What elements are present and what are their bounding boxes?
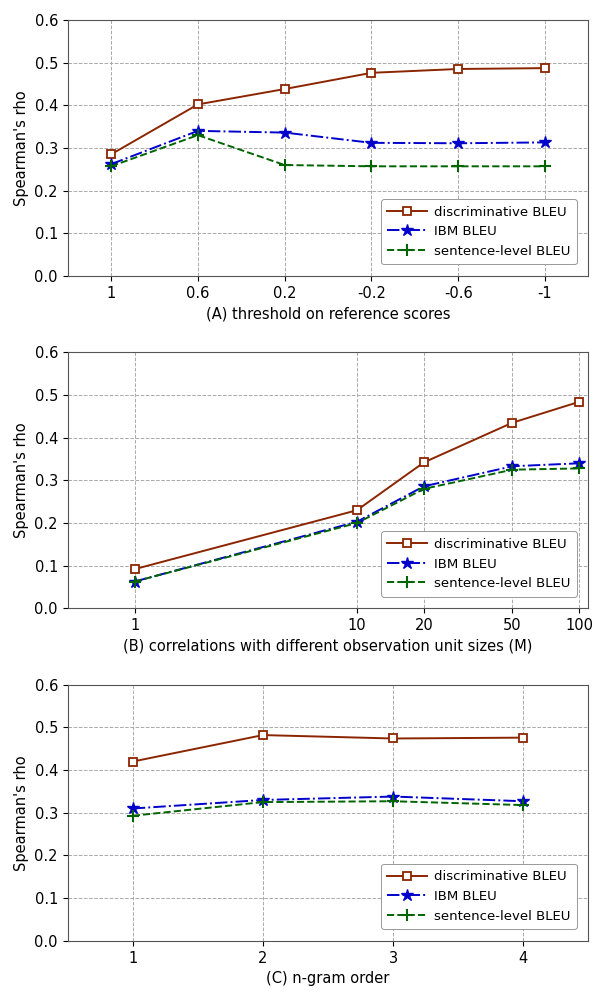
Line: IBM BLEU: IBM BLEU <box>105 125 551 170</box>
sentence-level BLEU <box>353 517 361 529</box>
discriminative BLEU <box>541 62 548 74</box>
discriminative BLEU <box>131 563 138 575</box>
discriminative BLEU <box>259 729 266 741</box>
IBM BLEU <box>108 158 115 170</box>
sentence-level BLEU <box>131 576 138 588</box>
sentence-level BLEU <box>509 464 516 476</box>
sentence-level BLEU <box>129 810 136 822</box>
IBM BLEU <box>259 794 266 806</box>
X-axis label: (A) threshold on reference scores: (A) threshold on reference scores <box>206 306 451 321</box>
IBM BLEU <box>129 802 136 814</box>
sentence-level BLEU <box>368 160 375 172</box>
IBM BLEU <box>390 791 397 803</box>
sentence-level BLEU <box>420 483 427 495</box>
Legend: discriminative BLEU, IBM BLEU, sentence-level BLEU: discriminative BLEU, IBM BLEU, sentence-… <box>381 199 576 264</box>
IBM BLEU <box>131 576 138 588</box>
Y-axis label: Spearman's rho: Spearman's rho <box>14 423 29 538</box>
X-axis label: (B) correlations with different observation unit sizes (M): (B) correlations with different observat… <box>123 639 533 654</box>
IBM BLEU <box>368 137 375 149</box>
Line: sentence-level BLEU: sentence-level BLEU <box>129 463 585 587</box>
sentence-level BLEU <box>390 795 397 807</box>
discriminative BLEU <box>368 67 375 79</box>
sentence-level BLEU <box>541 160 548 172</box>
IBM BLEU <box>353 516 361 528</box>
discriminative BLEU <box>353 504 361 516</box>
IBM BLEU <box>420 480 427 492</box>
IBM BLEU <box>509 460 516 472</box>
sentence-level BLEU <box>108 160 115 172</box>
discriminative BLEU <box>281 83 288 95</box>
Y-axis label: Spearman's rho: Spearman's rho <box>14 755 29 871</box>
IBM BLEU <box>520 795 527 807</box>
X-axis label: (C) n-gram order: (C) n-gram order <box>266 971 390 986</box>
Line: discriminative BLEU: discriminative BLEU <box>131 398 583 573</box>
IBM BLEU <box>576 457 583 469</box>
discriminative BLEU <box>390 732 397 744</box>
Legend: discriminative BLEU, IBM BLEU, sentence-level BLEU: discriminative BLEU, IBM BLEU, sentence-… <box>381 531 576 597</box>
IBM BLEU <box>541 136 548 148</box>
sentence-level BLEU <box>194 129 201 141</box>
discriminative BLEU <box>108 148 115 160</box>
discriminative BLEU <box>509 417 516 429</box>
Line: discriminative BLEU: discriminative BLEU <box>129 731 527 765</box>
sentence-level BLEU <box>455 160 462 172</box>
Line: sentence-level BLEU: sentence-level BLEU <box>127 796 529 821</box>
Legend: discriminative BLEU, IBM BLEU, sentence-level BLEU: discriminative BLEU, IBM BLEU, sentence-… <box>381 864 576 929</box>
IBM BLEU <box>455 137 462 149</box>
discriminative BLEU <box>420 456 427 468</box>
IBM BLEU <box>194 125 201 137</box>
Line: discriminative BLEU: discriminative BLEU <box>107 64 549 158</box>
discriminative BLEU <box>520 732 527 744</box>
sentence-level BLEU <box>520 799 527 811</box>
Y-axis label: Spearman's rho: Spearman's rho <box>14 90 29 206</box>
Line: IBM BLEU: IBM BLEU <box>126 790 530 815</box>
discriminative BLEU <box>455 63 462 75</box>
discriminative BLEU <box>129 756 136 768</box>
discriminative BLEU <box>194 98 201 110</box>
IBM BLEU <box>281 127 288 139</box>
sentence-level BLEU <box>281 159 288 171</box>
Line: IBM BLEU: IBM BLEU <box>128 457 586 588</box>
sentence-level BLEU <box>576 462 583 474</box>
discriminative BLEU <box>576 396 583 408</box>
Line: sentence-level BLEU: sentence-level BLEU <box>106 130 551 172</box>
sentence-level BLEU <box>259 796 266 808</box>
